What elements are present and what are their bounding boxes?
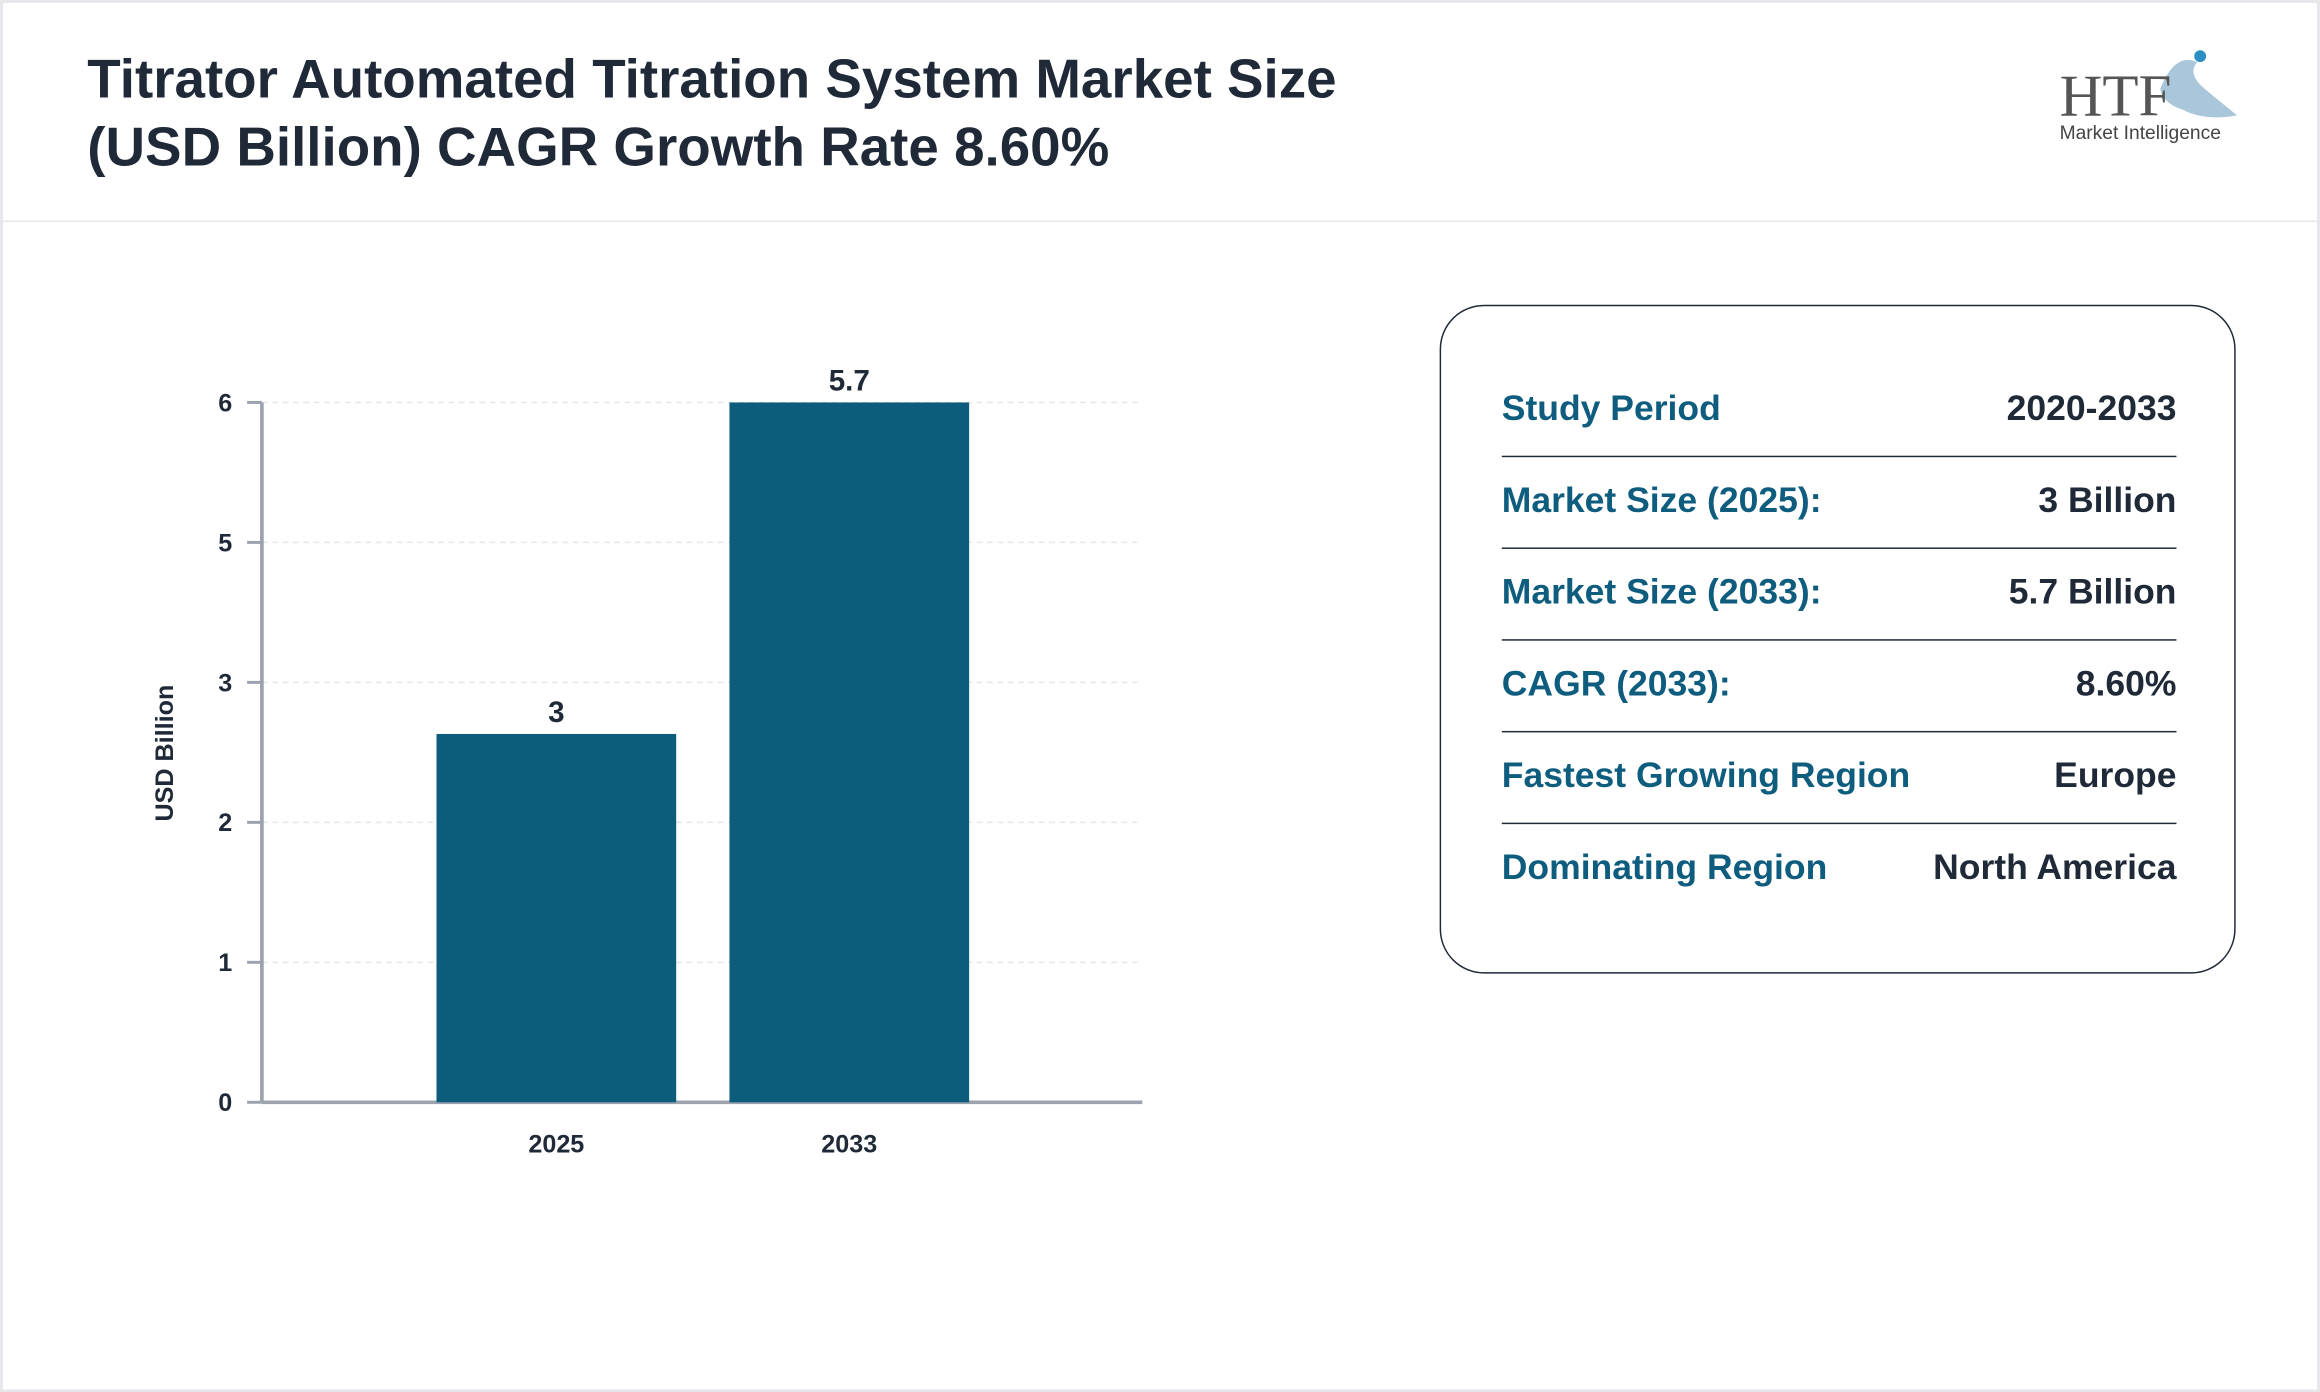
bar xyxy=(436,733,677,1103)
summary-value: 8.60% xyxy=(2075,664,2177,705)
summary-label: Dominating Region xyxy=(1501,847,1828,888)
summary-row: CAGR (2033): 8.60% xyxy=(1501,639,2177,733)
summary-row: Dominating Region North America xyxy=(1502,823,2177,915)
logo: HTF Market Intelligence xyxy=(2060,50,2238,144)
logo-mark: HTF xyxy=(2060,62,2172,128)
summary-label: Fastest Growing Region xyxy=(1501,756,1911,797)
summary-card: Study Period 2020-2033 Market Size (2025):… xyxy=(1439,304,2236,974)
x-tick-label: 2025 xyxy=(528,1131,584,1159)
y-axis-label: USD Billion xyxy=(151,685,179,822)
data-label: 5.7 xyxy=(829,365,870,398)
y-tick-label: 2 xyxy=(218,809,232,837)
data-label: 3 xyxy=(548,696,564,729)
x-tick-label: 2033 xyxy=(821,1131,877,1159)
summary-row: Study Period 2020-2033 xyxy=(1501,364,2177,458)
logo-shape xyxy=(2160,59,2238,118)
summary-label: Market Size (2033): xyxy=(1501,572,1822,613)
summary-value: 3 Billion xyxy=(2038,480,2177,521)
summary-label: Market Size (2025): xyxy=(1501,480,1822,521)
y-tick-label: 1 xyxy=(218,949,232,977)
summary-row: Market Size (2025): 3 Billion xyxy=(1501,456,2177,549)
page-title: Titrator Automated Titration System Mark… xyxy=(87,48,1337,178)
summary-value: 2020-2033 xyxy=(2006,389,2177,430)
bar xyxy=(729,402,970,1103)
summary-row: Market Size (2033): 5.7 Billion xyxy=(1501,547,2177,641)
summary-value: Europe xyxy=(2054,756,2177,797)
chart: USD Billion 0 1 2 3 5 6 2025 3 2033 5.7 xyxy=(151,365,1143,1159)
y-tick-label: 0 xyxy=(218,1089,232,1117)
y-tick-label: 5 xyxy=(218,529,232,557)
summary-label: Study Period xyxy=(1501,389,1721,430)
summary-label: CAGR (2033): xyxy=(1501,664,1731,705)
logo-dot xyxy=(2194,50,2207,63)
y-tick-label: 6 xyxy=(218,389,232,417)
logo-tagline: Market Intelligence xyxy=(2060,123,2221,144)
y-tick-label: 3 xyxy=(218,669,232,697)
header-divider xyxy=(2,220,2318,222)
summary-value: North America xyxy=(1933,847,2177,888)
summary-row: Fastest Growing Region Europe xyxy=(1501,731,2177,825)
summary-value: 5.7 Billion xyxy=(2008,572,2177,613)
